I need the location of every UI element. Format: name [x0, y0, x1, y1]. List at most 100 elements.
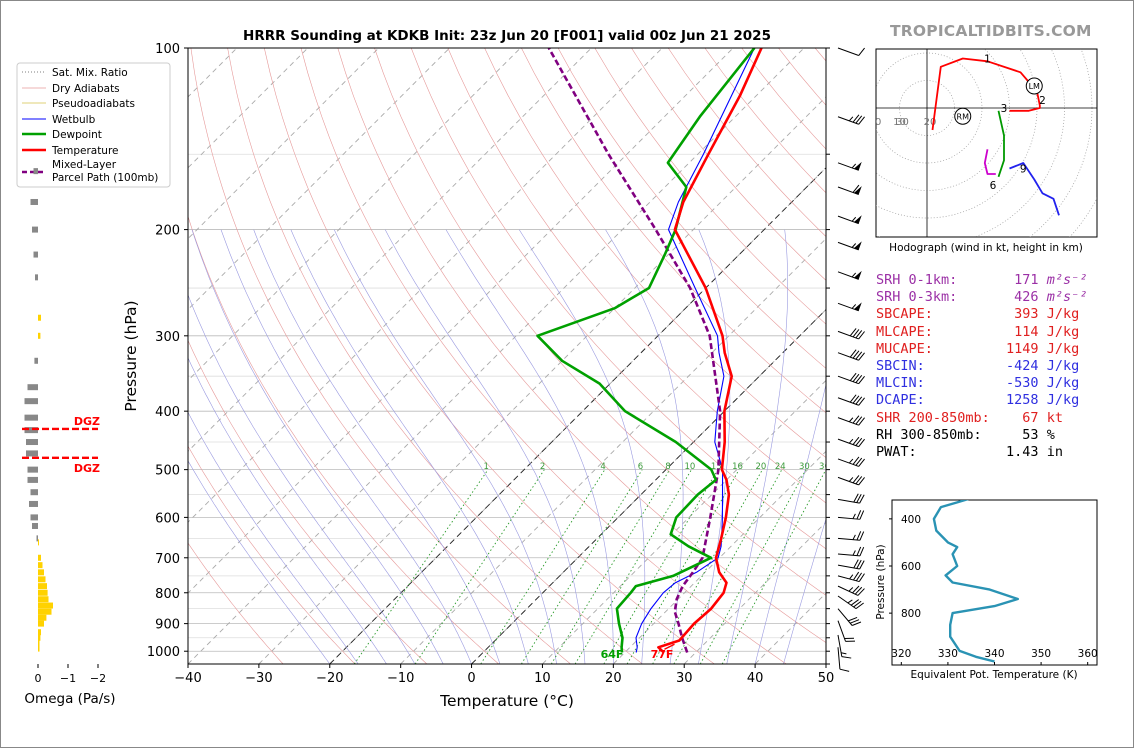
- barb-half: [852, 513, 856, 519]
- stat-row: SRH 0-3km: 426 m²s⁻²: [876, 289, 1087, 306]
- theta-y-tick-label: 400: [901, 514, 921, 526]
- hodo-height-label: 9: [1020, 164, 1027, 176]
- legend-label: Wetbulb: [52, 114, 96, 126]
- barb-full: [858, 331, 865, 340]
- barb-flag: [853, 186, 862, 195]
- barb-full: [858, 477, 865, 486]
- hodograph-frame: [875, 48, 1098, 238]
- theta-x-tick-label: 350: [1031, 648, 1051, 660]
- moist-adiabat: [253, 229, 501, 664]
- barb-full: [849, 349, 857, 358]
- stat-unit: m²s⁻²: [1038, 289, 1088, 306]
- skew-t-ticks: −40 −30 −20 −10 0 10 20 30 40 50 100 200 300 400 500 60…: [147, 42, 834, 686]
- theta-e-x-label: Equivalent Pot. Temperature (K): [910, 669, 1077, 681]
- isotherm: [188, 48, 805, 664]
- wind-barb: [837, 394, 865, 406]
- stat-unit: in: [1038, 443, 1063, 460]
- omega-bar: [38, 608, 52, 615]
- wind-barb: [837, 241, 862, 251]
- stat-unit: J/kg: [1038, 340, 1080, 357]
- wind-barb: [837, 184, 862, 196]
- wind-barb: [837, 215, 862, 225]
- theta-e-axis: 320 330 340 350 360 400 600 800: [889, 514, 1098, 665]
- mixing-ratio-line: [480, 469, 606, 664]
- barb-staff: [837, 585, 859, 596]
- x-tick-label: 0: [467, 671, 475, 686]
- mixing-ratio-line: [626, 469, 740, 664]
- wind-barb: [837, 531, 865, 541]
- stat-label: PWAT:: [876, 443, 998, 460]
- mixing-ratio-label: 2: [540, 462, 545, 472]
- barb-full: [859, 510, 865, 520]
- theta-e-plot: [932, 500, 1019, 663]
- omega-tick-label: 0: [35, 672, 42, 685]
- wind-barb: [837, 415, 865, 426]
- barb-full: [855, 572, 862, 582]
- dry-adiabat: [264, 48, 715, 664]
- stat-label: SRH 0-1km:: [876, 272, 998, 288]
- barb-half: [848, 438, 854, 444]
- barb-staff: [837, 302, 859, 312]
- barb-staff: [837, 564, 860, 570]
- omega-bar: [38, 640, 40, 647]
- theta-y-tick-label: 800: [901, 608, 921, 620]
- barb-full: [850, 599, 860, 606]
- wind-barb: [837, 475, 865, 486]
- stat-value: 393: [997, 306, 1039, 323]
- omega-bar: [24, 414, 38, 421]
- moist-adiabat: [518, 229, 646, 664]
- omega-bar: [38, 569, 44, 576]
- stat-value: 67: [997, 409, 1039, 426]
- y-tick-label: 800: [155, 587, 180, 602]
- theta-x-tick-label: 320: [891, 648, 911, 660]
- barb-staff: [837, 595, 857, 610]
- dgz-label: DGZ: [74, 415, 100, 428]
- moist-adiabat: [191, 229, 444, 664]
- hodo-height-label: 2: [1039, 95, 1046, 107]
- hodo-segment: [997, 110, 1005, 178]
- stat-value: 1.43: [997, 443, 1039, 460]
- stat-label: SBCIN:: [876, 357, 998, 374]
- barb-staff: [837, 553, 860, 557]
- wetbulb-line: [635, 48, 755, 653]
- omega-bar: [38, 589, 48, 596]
- mixing-ratio-label: 24: [775, 462, 786, 472]
- stat-unit: %: [1038, 426, 1055, 443]
- barb-full: [855, 437, 863, 446]
- stat-value: 171: [997, 272, 1039, 288]
- stat-value: 426: [997, 289, 1039, 306]
- stat-label: SBCAPE:: [876, 306, 998, 323]
- barb-full: [858, 458, 865, 467]
- barb-full: [852, 350, 860, 359]
- x-tick-label: 30: [676, 671, 693, 686]
- barb-flag: [853, 161, 862, 171]
- dry-adiabat: [557, 48, 826, 369]
- omega-bar: [38, 562, 43, 569]
- wind-barb: [837, 349, 865, 361]
- barb-full: [852, 373, 860, 382]
- omega-axis: 0 −1 −2: [35, 664, 106, 685]
- wind-barb: [837, 647, 850, 672]
- moist-adiabat: [445, 229, 614, 664]
- x-tick-label: 10: [534, 671, 551, 686]
- stat-row: SHR 200-850mb: 67 kt: [876, 410, 1087, 427]
- wind-barb: [837, 456, 865, 467]
- y-tick-label: 900: [155, 618, 180, 633]
- x-tick-label: 40: [747, 671, 764, 686]
- moist-adiabat: [188, 357, 387, 664]
- moist-adiabat: [220, 229, 472, 664]
- surface-arrow: [664, 643, 675, 650]
- legend-box: [16, 62, 171, 188]
- skew-t-panel: 1 2 4 6 8 10 13 16 20 24 30 36 −40 −30 −20 −10 0 10 20 30 4…: [122, 28, 865, 710]
- y-tick-label: 200: [155, 224, 180, 239]
- isotherm: [188, 48, 521, 382]
- barb-flag: [853, 215, 862, 224]
- barb-staff: [837, 417, 859, 426]
- y-tick-label: 500: [155, 464, 180, 479]
- barb-half: [852, 550, 856, 556]
- stat-row: DCAPE: 1258 J/kg: [876, 392, 1087, 409]
- hodo-ring-label: 10: [893, 117, 906, 128]
- isotherm: [188, 48, 663, 523]
- barb-full: [858, 438, 865, 447]
- stat-row: RH 300-850mb: 53 %: [876, 427, 1087, 444]
